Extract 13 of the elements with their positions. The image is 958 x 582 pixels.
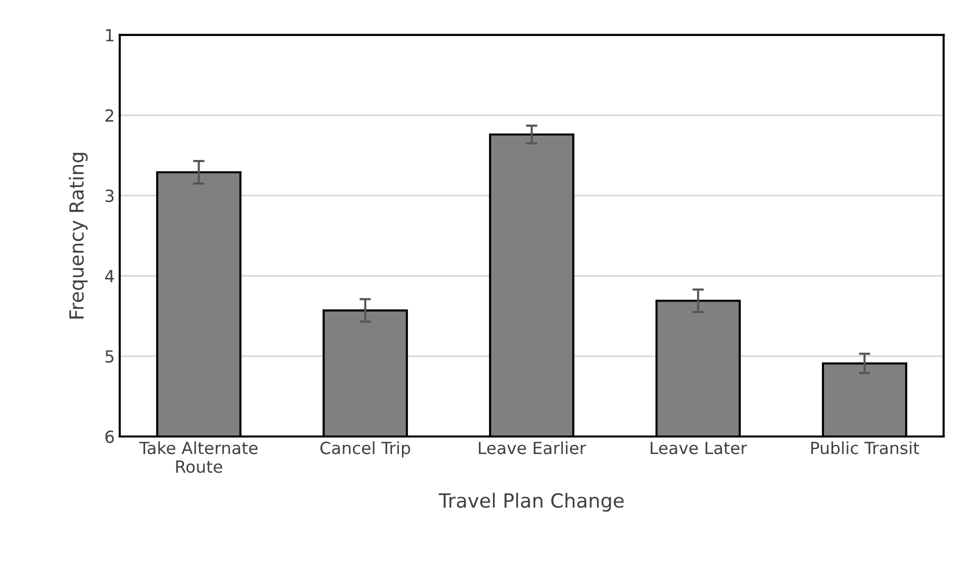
y-tick-label: 5 xyxy=(106,350,114,363)
x-tick-label: Take Alternate Route xyxy=(139,441,258,473)
y-tick-label: 2 xyxy=(106,109,114,122)
x-tick-label: Leave Later xyxy=(650,442,748,454)
y-tick-label: 4 xyxy=(105,270,114,282)
y-tick-label: 3 xyxy=(106,190,114,202)
y-axis-title: Frequency Rating xyxy=(68,152,88,318)
x-tick-label: Cancel Trip xyxy=(320,441,410,458)
x-tick-label: Leave Earlier xyxy=(478,441,586,454)
y-tick-label: 1 xyxy=(106,29,114,42)
y-tick-label: 6 xyxy=(105,430,114,444)
x-tick-label: Public Transit xyxy=(811,441,920,454)
x-axis-title: Travel Plan Change xyxy=(438,492,624,512)
